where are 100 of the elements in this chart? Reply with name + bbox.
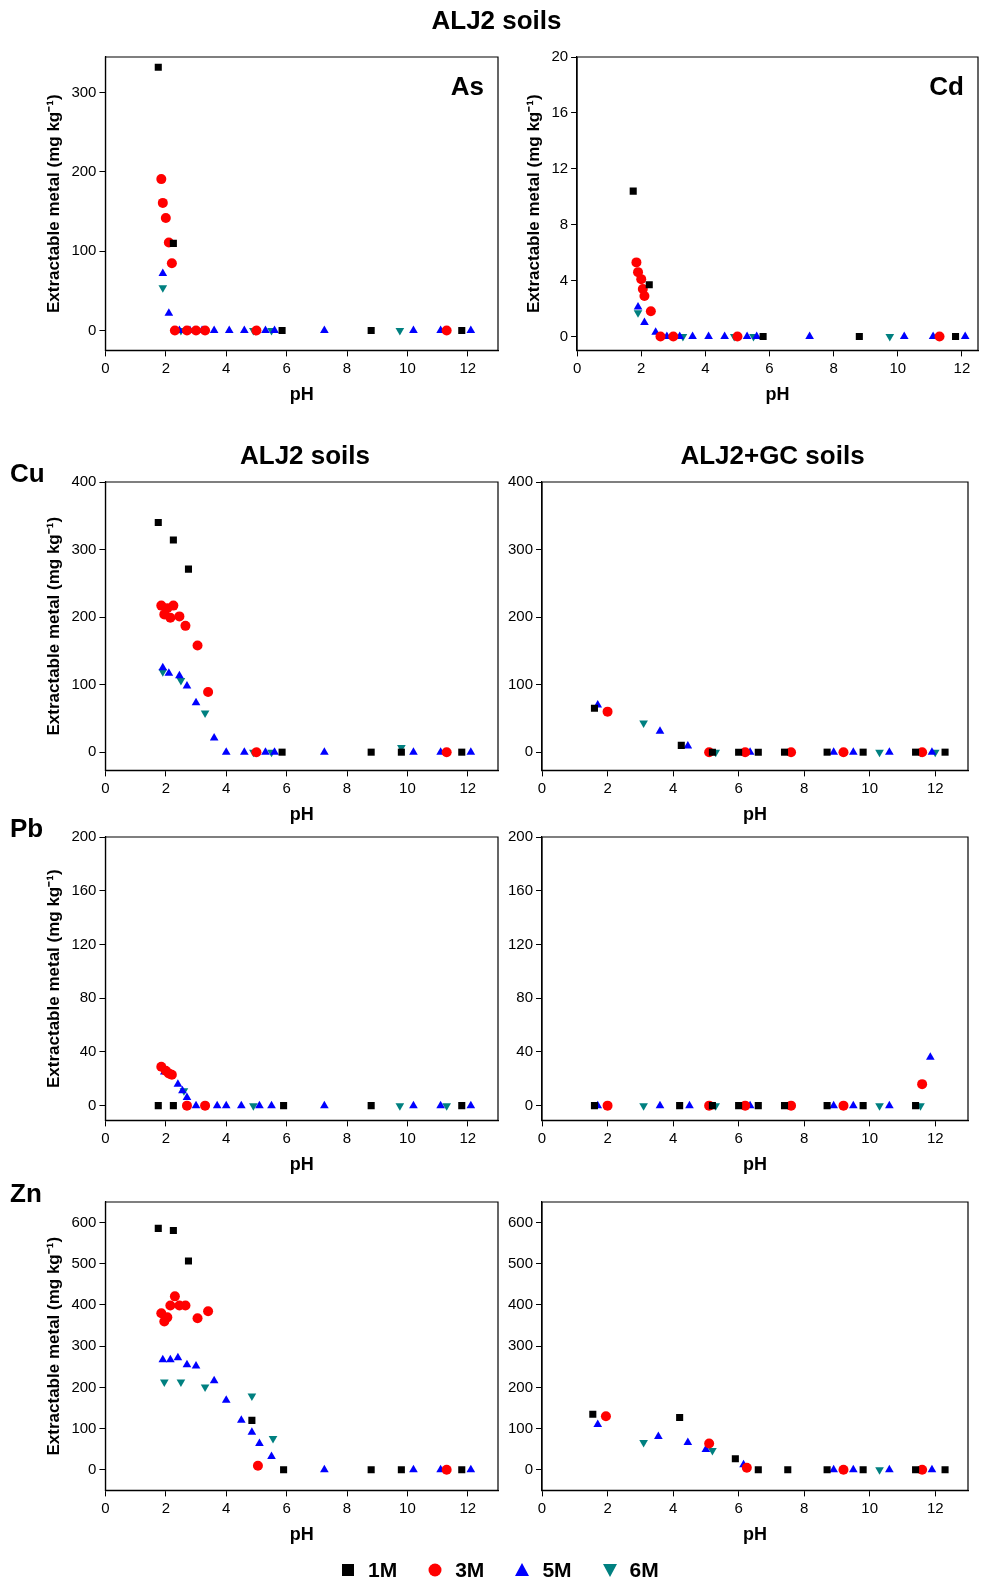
x-tick-label: 4: [222, 1128, 231, 1146]
y-tick-label: 200: [71, 1377, 97, 1395]
y-tick-label: 100: [71, 1418, 97, 1436]
y-tick-label: 500: [71, 1253, 97, 1271]
legend-label: 3M: [455, 1558, 485, 1582]
x-tick-label: 2: [637, 358, 646, 376]
x-tick-label: 2: [161, 1498, 170, 1516]
x-tick-label: 4: [222, 358, 231, 376]
x-tick-label: 10: [889, 358, 907, 376]
y-tick-label: 4: [559, 270, 569, 288]
y-tick-label: 0: [524, 1459, 534, 1477]
x-tick-label: 10: [399, 1128, 416, 1146]
x-tick-label: 12: [459, 778, 477, 796]
y-tick-label: 0: [88, 1459, 97, 1477]
x-axis-title: pH: [289, 384, 314, 405]
y-axis-title: Extractable metal (mg kg⁻¹): [43, 516, 63, 736]
y-tick-label: 120: [508, 934, 534, 952]
x-tick-label: 4: [668, 1498, 678, 1516]
x-tick-label: 0: [101, 778, 110, 796]
y-tick-label: 400: [71, 1295, 97, 1313]
x-tick-label: 10: [399, 778, 416, 796]
x-tick-label: 12: [926, 1128, 944, 1146]
y-tick-label: 100: [71, 241, 97, 259]
text: As: [450, 71, 484, 102]
y-tick-label: 600: [508, 1212, 534, 1230]
y-tick-label: 40: [79, 1042, 97, 1060]
y-tick-label: 100: [508, 674, 534, 692]
y-tick-label: 300: [508, 539, 534, 557]
x-tick-label: 12: [459, 1498, 477, 1516]
x-tick-label: 2: [603, 778, 612, 796]
x-tick-label: 4: [222, 778, 231, 796]
y-tick-label: 0: [88, 1095, 97, 1113]
y-tick-label: 0: [559, 326, 569, 344]
y-tick-label: 0: [524, 1095, 534, 1113]
chart-title: ALJ2+GC soils: [679, 440, 866, 471]
y-tick-label: 120: [71, 934, 97, 952]
x-tick-label: 10: [861, 1498, 879, 1516]
y-tick-label: 200: [71, 827, 97, 845]
x-axis-title: pH: [743, 1524, 768, 1545]
x-tick-label: 0: [537, 1498, 547, 1516]
x-tick-label: 8: [342, 778, 352, 796]
x-axis-title: pH: [743, 1154, 768, 1175]
y-tick-label: 8: [559, 214, 569, 232]
y-tick-label: 200: [508, 827, 534, 845]
x-tick-label: 2: [161, 1128, 170, 1146]
y-tick-label: 40: [516, 1042, 534, 1060]
x-axis-title: pH: [289, 804, 314, 825]
x-tick-label: 2: [603, 1128, 612, 1146]
y-tick-label: 0: [524, 742, 534, 760]
x-tick-label: 10: [399, 358, 416, 376]
y-tick-label: 500: [508, 1253, 534, 1271]
text: Cd: [929, 71, 964, 102]
x-tick-label: 8: [342, 1498, 352, 1516]
y-tick-label: 400: [508, 1295, 534, 1313]
x-tick-label: 6: [734, 1498, 743, 1516]
x-tick-label: 8: [829, 358, 838, 376]
x-tick-label: 4: [668, 778, 678, 796]
chart-subtitle: Pb: [10, 813, 44, 844]
x-tick-label: 8: [799, 1128, 809, 1146]
x-tick-label: 10: [399, 1498, 416, 1516]
x-tick-label: 0: [101, 1128, 110, 1146]
y-tick-label: 0: [88, 320, 97, 338]
chart-title: ALJ2 soils: [238, 440, 372, 471]
x-tick-label: 6: [282, 1128, 291, 1146]
x-tick-label: 6: [734, 778, 743, 796]
x-tick-label: 8: [799, 778, 809, 796]
legend-label: 6M: [629, 1558, 659, 1582]
y-tick-label: 200: [71, 607, 97, 625]
chart-title: ALJ2 soils: [430, 5, 563, 36]
y-tick-label: 80: [79, 988, 97, 1006]
x-tick-label: 2: [161, 358, 170, 376]
y-axis-title: Extractable metal (mg kg⁻¹): [43, 94, 63, 313]
y-tick-label: 600: [71, 1212, 97, 1230]
x-tick-label: 2: [161, 778, 170, 796]
x-axis-title: pH: [743, 804, 768, 825]
legend-label: 1M: [368, 1558, 398, 1582]
x-tick-label: 6: [282, 358, 291, 376]
x-tick-label: 6: [765, 358, 774, 376]
x-tick-label: 0: [537, 778, 547, 796]
y-tick-label: 160: [508, 880, 534, 898]
chart-subtitle: Cu: [10, 458, 45, 489]
legend-label: 5M: [542, 1558, 572, 1582]
x-tick-label: 10: [861, 778, 879, 796]
y-tick-label: 200: [71, 162, 97, 180]
x-axis-title: pH: [289, 1524, 314, 1545]
y-tick-label: 100: [71, 674, 97, 692]
y-axis-title: Extractable metal (mg kg⁻¹): [43, 869, 63, 1088]
x-tick-label: 12: [926, 1498, 944, 1516]
x-tick-label: 0: [537, 1128, 547, 1146]
x-tick-label: 0: [572, 358, 582, 376]
x-tick-label: 12: [953, 358, 971, 376]
x-tick-label: 4: [668, 1128, 678, 1146]
x-axis-title: pH: [289, 1154, 314, 1175]
chart-subtitle: Zn: [10, 1178, 42, 1209]
y-tick-label: 100: [508, 1418, 534, 1436]
x-tick-label: 8: [799, 1498, 809, 1516]
y-tick-label: 300: [71, 1336, 97, 1354]
y-tick-label: 300: [71, 539, 97, 557]
y-tick-label: 400: [508, 472, 534, 490]
x-tick-label: 12: [926, 778, 944, 796]
